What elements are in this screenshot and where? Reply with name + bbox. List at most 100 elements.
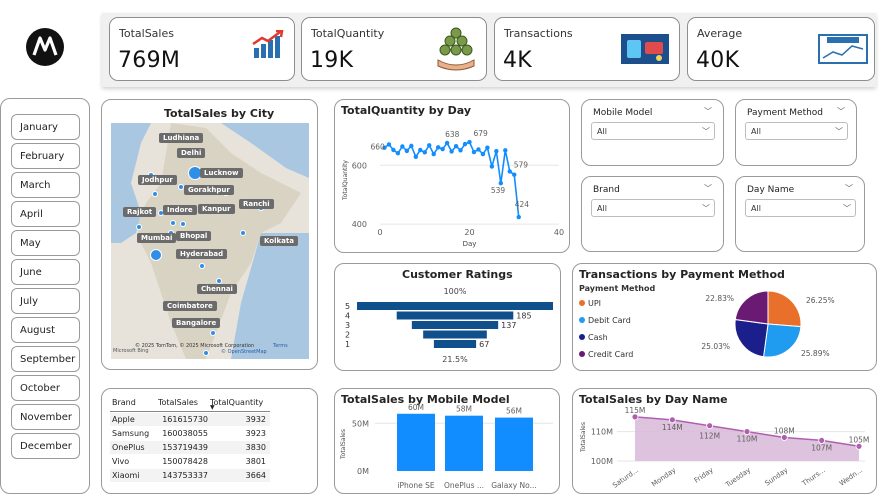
dropdown-value: All — [597, 204, 607, 213]
month-button-october[interactable]: October — [11, 375, 80, 401]
category-label: 4 — [345, 312, 350, 321]
payment-pie-chart[interactable]: 26.25% 25.89% 25.03% 22.83% — [573, 264, 878, 372]
month-button-april[interactable]: April — [11, 201, 80, 227]
category-label: 5 — [345, 302, 350, 311]
month-button-june[interactable]: June — [11, 259, 80, 285]
payment-method-slicer[interactable]: Payment Method ﹀ All ﹀ — [735, 99, 857, 166]
chevron-down-icon[interactable]: ﹀ — [704, 184, 712, 193]
data-label: 115M — [625, 406, 646, 415]
payment-method-dropdown[interactable]: All ﹀ — [745, 122, 848, 140]
data-point — [498, 181, 504, 186]
kpi-value: 19K — [310, 48, 354, 73]
model-bar-chart[interactable]: 50M 0M TotalSales 60M iPhone SE 58M OnePlus ..… — [335, 389, 561, 495]
legend-title: Payment Method — [579, 284, 656, 293]
slicer-label: Payment Method — [747, 108, 824, 118]
map-bubble[interactable] — [216, 278, 222, 284]
data-point — [418, 147, 423, 153]
table-row[interactable] — [110, 469, 270, 482]
legend-item[interactable]: Credit Card — [579, 350, 633, 359]
table-row[interactable] — [110, 413, 270, 426]
x-axis-label: Day — [463, 240, 477, 248]
table-cell: 153719439 — [162, 443, 208, 452]
month-button-march[interactable]: March — [11, 172, 80, 198]
month-button-november[interactable]: November — [11, 404, 80, 430]
funnel-bar — [423, 330, 487, 339]
slice-percent-label: 26.25% — [806, 296, 835, 305]
dayname-area-chart[interactable]: 110M 100M TotalSales 115M Saturd... 114M Monda… — [573, 389, 878, 495]
brand-slicer[interactable]: Brand ﹀ All ﹀ — [581, 176, 724, 252]
map-terms-link[interactable]: Terms — [273, 343, 288, 349]
legend-label: UPI — [588, 299, 602, 308]
legend-swatch — [579, 300, 585, 306]
map-bubble[interactable] — [178, 184, 184, 190]
sales-by-model-card: TotalSales by Mobile Model 50M 0M TotalSal… — [334, 388, 560, 494]
day-name-dropdown[interactable]: All ﹀ — [745, 199, 856, 217]
month-button-august[interactable]: August — [11, 317, 80, 343]
map-bubble[interactable] — [203, 350, 209, 356]
map-bubble[interactable] — [210, 330, 216, 336]
map-bubble[interactable] — [152, 191, 158, 197]
map-bubble[interactable] — [170, 220, 176, 226]
day-name-slicer[interactable]: Day Name ﹀ All ﹀ — [735, 176, 865, 252]
data-point — [507, 169, 512, 174]
sort-desc-icon[interactable]: ▼ — [210, 404, 215, 411]
pie-slice — [734, 318, 769, 358]
month-button-january[interactable]: January — [11, 114, 80, 140]
table-header[interactable]: TotalSales — [158, 398, 198, 407]
legend-item[interactable]: Debit Card — [579, 316, 631, 325]
map-bubble[interactable] — [180, 221, 186, 227]
map-city-label: Ludhiana — [159, 133, 204, 143]
map-city-label: Rajkot — [123, 207, 157, 217]
map-bubble[interactable] — [199, 263, 205, 269]
chevron-down-icon[interactable]: ﹀ — [704, 107, 712, 116]
map-bubble[interactable] — [240, 230, 246, 236]
data-point — [818, 437, 826, 444]
funnel-bar — [411, 321, 499, 329]
pie-slice — [763, 323, 802, 358]
table-row[interactable] — [110, 441, 270, 454]
legend-item[interactable]: UPI — [579, 299, 601, 308]
month-button-february[interactable]: February — [11, 143, 80, 169]
map-city-label: Coimbatore — [163, 301, 217, 311]
customer-ratings-card: Customer Ratings 5 4 3 2 1 100% 21.5% 185 137 67 — [334, 263, 561, 371]
map-area[interactable]: Ludhiana Delhi Lucknow Jodhpur Gorakhpur Rajk… — [111, 123, 309, 359]
table-row[interactable] — [110, 427, 270, 440]
category-label: Saturd... — [611, 466, 640, 490]
dropdown-value: All — [751, 204, 761, 213]
mobile-model-slicer[interactable]: Mobile Model ﹀ All ﹀ — [581, 99, 724, 166]
brand-dropdown[interactable]: All ﹀ — [591, 199, 715, 217]
month-button-december[interactable]: December — [11, 433, 80, 459]
quantity-line-chart[interactable]: 600 400 0 20 40 Day TotalQuantity 660 679 638 579 5… — [335, 100, 571, 254]
table-header[interactable]: TotalQuantity — [210, 398, 264, 407]
chevron-down-icon[interactable]: ﹀ — [837, 107, 845, 116]
legend-item[interactable]: Cash — [579, 333, 608, 342]
month-button-july[interactable]: July — [11, 288, 80, 314]
category-label: Wedn... — [838, 466, 864, 488]
month-button-may[interactable]: May — [11, 230, 80, 256]
chevron-down-icon[interactable]: ﹀ — [845, 184, 853, 193]
month-button-september[interactable]: September — [11, 346, 80, 372]
pie-slice — [734, 290, 769, 325]
table-row[interactable] — [110, 455, 270, 468]
funnel-bar — [396, 311, 514, 320]
funnel-bar — [357, 302, 553, 310]
map-osm-link[interactable]: © OpenStreetMap — [221, 349, 267, 355]
y-tick-label: 600 — [352, 161, 367, 170]
kpi-value: 769M — [118, 48, 181, 73]
map-city-label: Hyderabad — [176, 249, 228, 259]
map-bubble[interactable] — [150, 249, 162, 261]
data-point — [435, 145, 441, 150]
y-tick-label: 50M — [352, 419, 369, 428]
data-point — [386, 142, 392, 147]
mobile-model-dropdown[interactable]: All ﹀ — [591, 122, 715, 140]
category-label: OnePlus ... — [444, 481, 484, 490]
data-point — [668, 416, 676, 424]
data-point — [382, 145, 387, 150]
table-header[interactable]: Brand — [112, 398, 136, 407]
bar — [397, 413, 435, 471]
data-label: 67 — [479, 340, 489, 349]
legend-swatch — [579, 351, 585, 357]
map-bubble[interactable] — [136, 224, 142, 230]
data-point — [512, 172, 517, 177]
